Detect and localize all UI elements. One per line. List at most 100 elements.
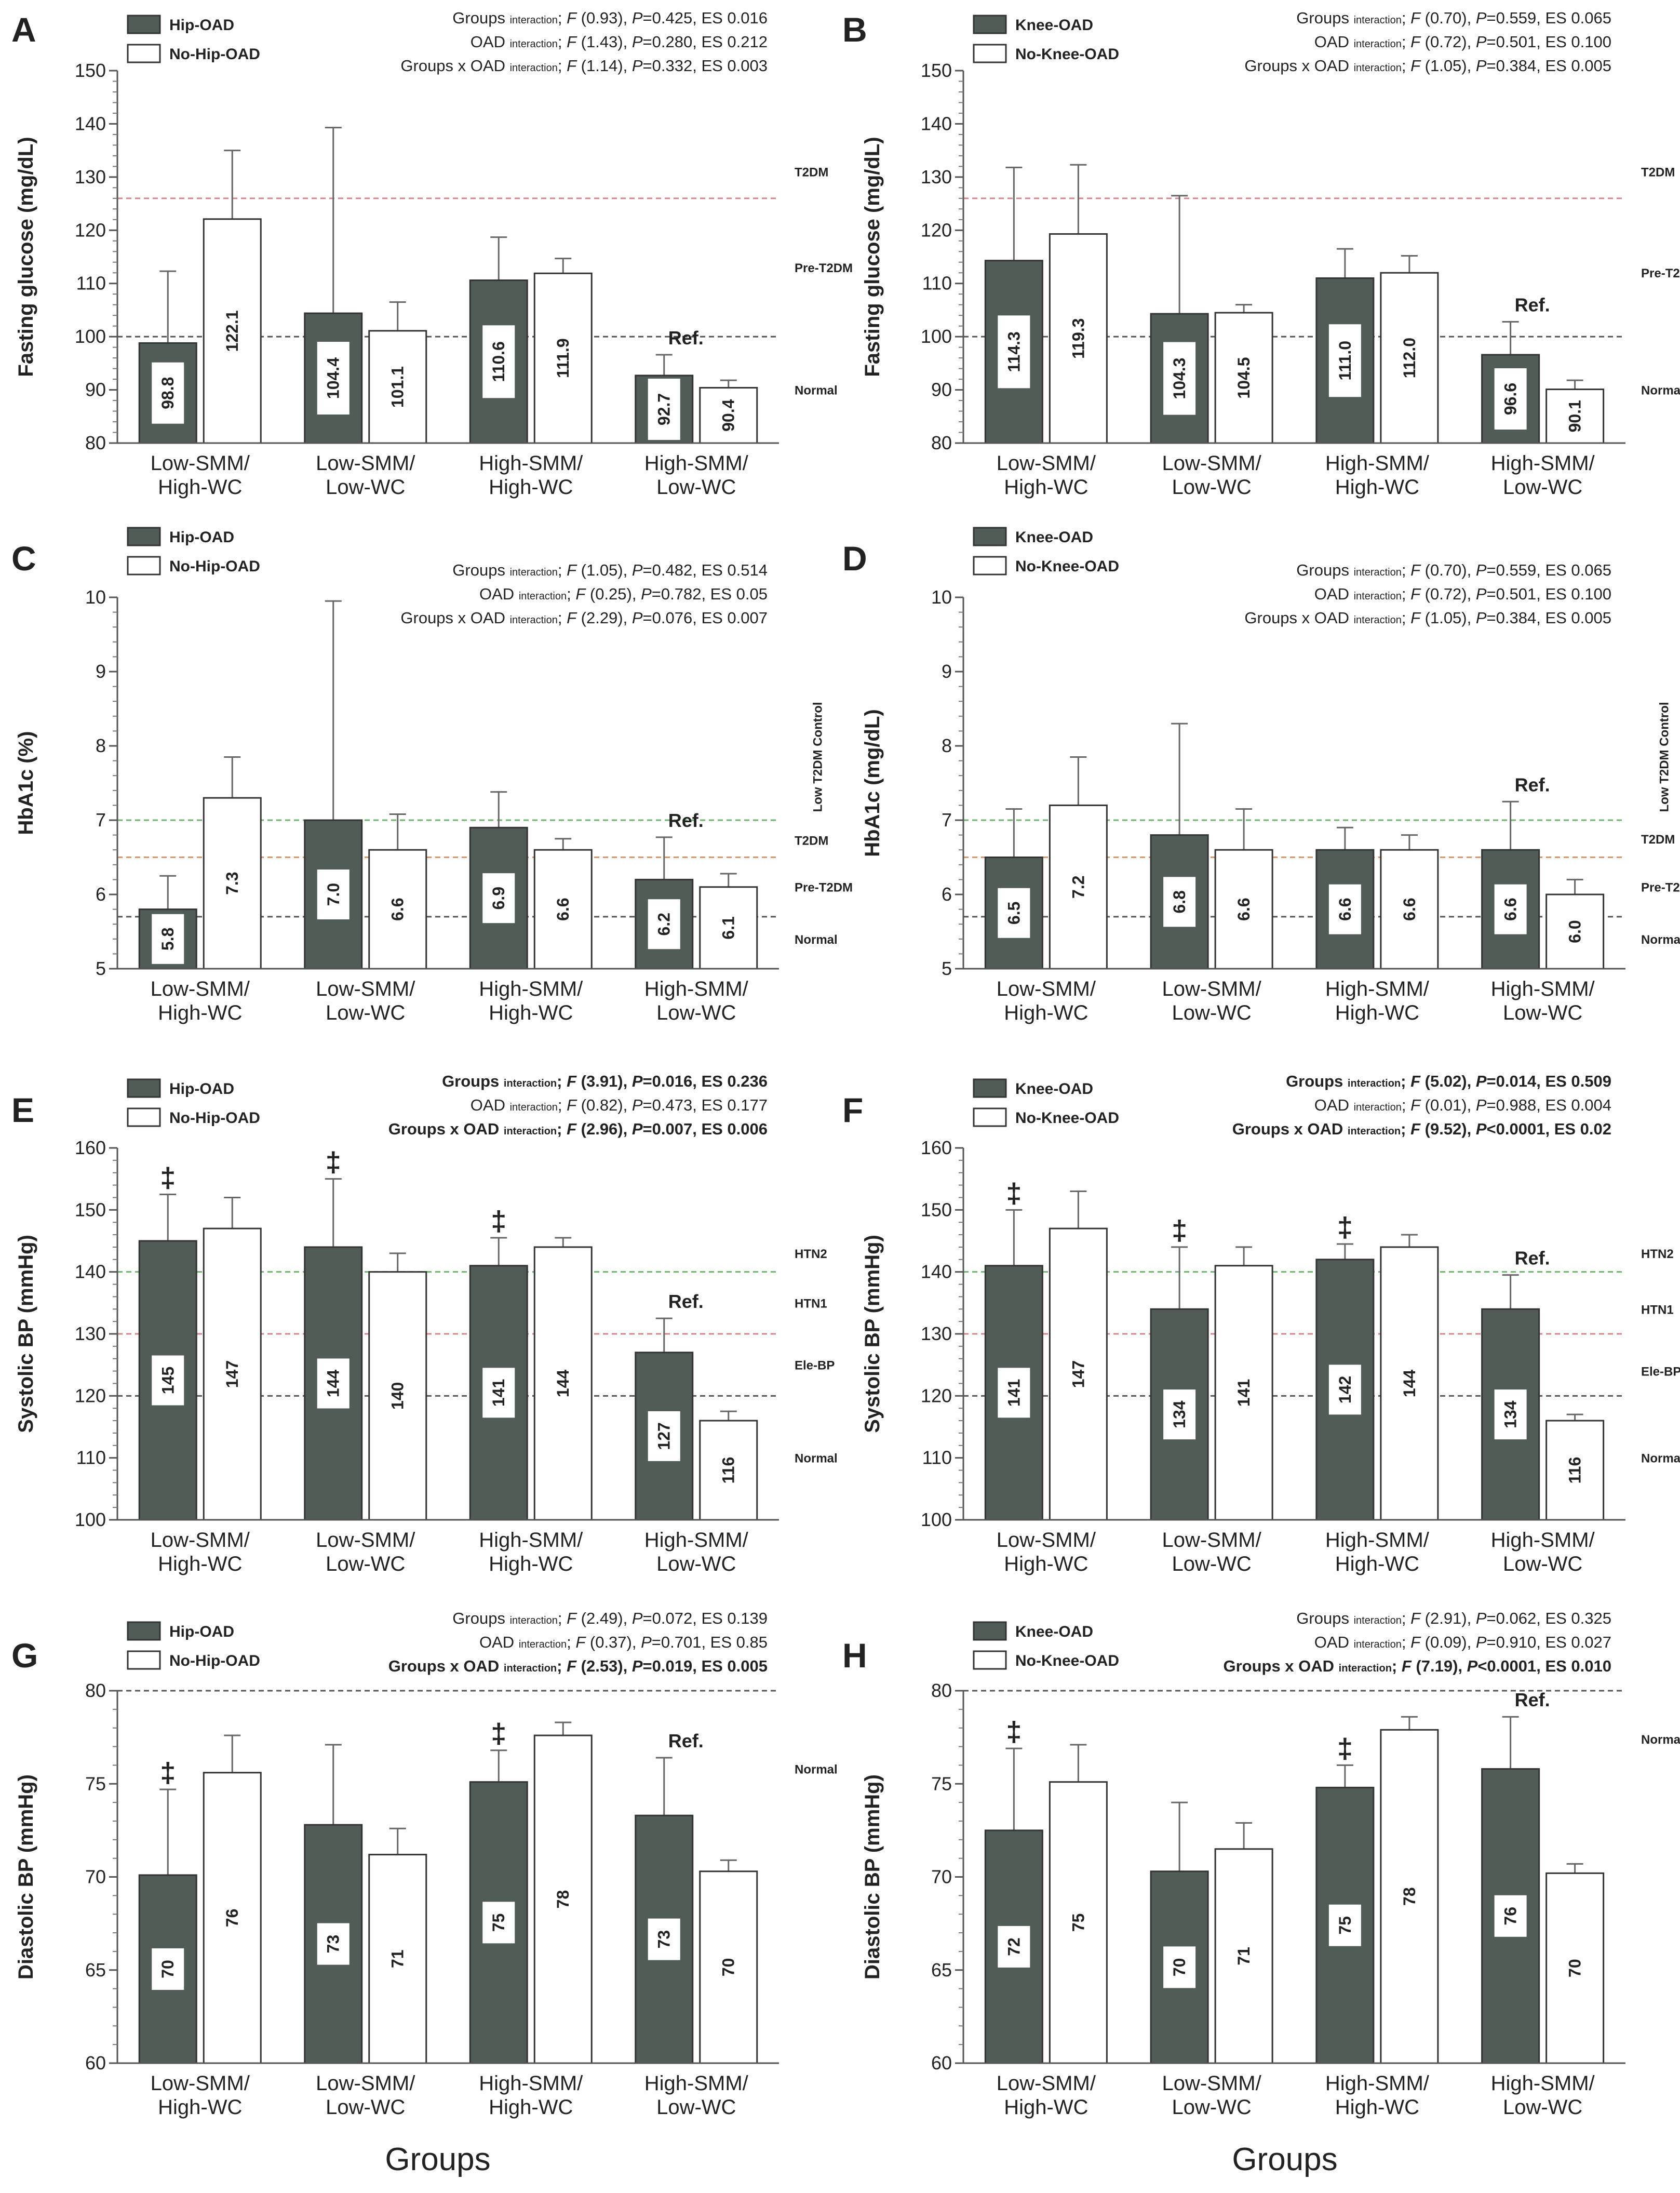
category-label: Low-SMM/ <box>316 2072 415 2095</box>
category-label: High-SMM/ <box>1325 452 1430 475</box>
panels-layer: A 98.8 122.1 Low-SMM/High-WC 104.4 101.1 Low-S… <box>11 9 1680 2119</box>
legend-swatch <box>127 1621 161 1641</box>
bar-no-oad <box>203 797 262 970</box>
reference-label: Ele-BP <box>795 1359 835 1373</box>
panel-letter: E <box>11 1091 34 1129</box>
reference-group-label: Ref. <box>668 1291 704 1312</box>
y-tick-label: 90 <box>85 379 106 400</box>
category-label: Low-WC <box>1503 476 1582 499</box>
x-axis-title-right: Groups <box>1232 2142 1337 2177</box>
bar-no-oad <box>699 886 758 970</box>
significance-dagger: ‡ <box>160 1162 176 1194</box>
bar-value-label: 70 <box>719 1958 738 1977</box>
bar-no-oad <box>1380 849 1439 970</box>
legend-label: No-Knee-OAD <box>1015 558 1119 575</box>
legend-label: Knee-OAD <box>1015 17 1093 34</box>
y-tick-label: 130 <box>921 1323 952 1344</box>
reference-group-label: Ref. <box>668 810 704 831</box>
legend-swatch <box>127 44 161 63</box>
category-label: High-WC <box>489 1001 573 1024</box>
y-tick-label: 80 <box>931 1680 952 1701</box>
reference-label: HTN2 <box>795 1247 827 1261</box>
bar-no-oad <box>699 386 758 444</box>
bar-value-label: 70 <box>1566 1959 1584 1977</box>
reference-label: T2DM <box>1641 166 1675 180</box>
reference-label: HTN2 <box>1641 1247 1674 1261</box>
legend-label: Hip-OAD <box>169 1623 234 1640</box>
category-label: High-WC <box>1004 1001 1088 1024</box>
stats-line: OAD interaction; F (0.09), P=0.910, ES 0… <box>1314 1633 1611 1651</box>
reference-label: Normal <box>1641 933 1680 947</box>
y-tick-label: 140 <box>921 1261 952 1282</box>
legend-label: Hip-OAD <box>169 17 234 34</box>
reference-label: Normal <box>1641 384 1680 398</box>
category-label: High-WC <box>1004 476 1088 499</box>
bar-label-box <box>1163 1389 1196 1440</box>
y-tick-label: 110 <box>76 273 106 294</box>
y-tick-label: 7 <box>96 809 106 831</box>
y-tick-label: 130 <box>75 166 106 188</box>
y-tick-label: 6 <box>942 884 952 905</box>
bar-no-oad <box>1214 1265 1273 1521</box>
category-label: Low-SMM/ <box>151 1529 250 1552</box>
category-label: High-SMM/ <box>644 978 749 1000</box>
legend-label: Knee-OAD <box>1015 529 1093 546</box>
panel-e: E 145 ‡ 147 Low-SMM/High-WC 144 ‡ 140 Low-SMM/Lo… <box>11 1072 838 1575</box>
bar-value-label: 76 <box>1501 1907 1520 1925</box>
stats-line: Groups interaction; F (3.91), P=0.016, E… <box>442 1072 768 1090</box>
category-label: High-WC <box>158 1553 242 1575</box>
category-label: Low-WC <box>656 1001 736 1024</box>
bar-label-box <box>1494 1389 1527 1440</box>
y-tick-label: 100 <box>75 1509 106 1530</box>
y-tick-label: 5 <box>942 958 952 979</box>
category-label: Low-WC <box>1503 1001 1582 1024</box>
stats-line: Groups x OAD interaction; F (1.05), P=0.… <box>1244 609 1611 627</box>
stats-line: Groups interaction; F (0.70), P=0.559, E… <box>1296 9 1611 27</box>
y-tick-label: 160 <box>921 1137 952 1158</box>
bar-value-label: 96.6 <box>1501 383 1520 415</box>
y-tick-label: 100 <box>921 1509 952 1530</box>
significance-dagger: ‡ <box>1337 1733 1353 1764</box>
reference-group-label: Ref. <box>668 327 704 349</box>
bar-value-label: 90.1 <box>1566 400 1584 432</box>
bar-value-label: 7.0 <box>324 883 343 906</box>
y-axis-title: Systolic BP (mmHg) <box>861 1235 884 1433</box>
reference-label: Pre-T2DM <box>1641 266 1680 280</box>
bar-value-label: 104.4 <box>324 357 343 399</box>
reference-label: T2DM <box>1641 833 1675 847</box>
legend-swatch <box>973 1621 1007 1641</box>
category-label: High-WC <box>1004 2096 1088 2119</box>
bar-label-box <box>482 873 515 924</box>
stats-line: Groups interaction; F (5.02), P=0.014, E… <box>1286 1072 1611 1090</box>
category-label: High-SMM/ <box>479 2072 583 2095</box>
category-label: Low-SMM/ <box>316 452 415 475</box>
bar-label-box <box>1163 877 1196 927</box>
bar-oad <box>1150 1308 1209 1521</box>
category-label: Low-WC <box>1172 1553 1251 1575</box>
category-label: Low-WC <box>326 1001 405 1024</box>
bar-value-label: 134 <box>1501 1400 1520 1428</box>
bar-oad <box>1315 277 1375 444</box>
y-tick-label: 120 <box>921 219 952 240</box>
legend-label: Hip-OAD <box>169 1080 234 1098</box>
category-label: Low-SMM/ <box>1162 978 1262 1000</box>
legend-swatch <box>973 556 1007 576</box>
bar-value-label: 6.6 <box>1400 898 1419 920</box>
bar-label-box <box>1328 884 1361 934</box>
stats-line: OAD interaction; F (0.01), P=0.988, ES 0… <box>1314 1096 1611 1114</box>
bar-no-oad <box>533 272 593 444</box>
bar-value-label: 70 <box>158 1960 177 1978</box>
bar-value-label: 141 <box>1004 1379 1023 1407</box>
bar-value-label: 72 <box>1004 1937 1023 1956</box>
legend-swatch <box>127 1650 161 1670</box>
bar-value-label: 75 <box>1069 1914 1087 1932</box>
reference-label: Normal <box>1641 1452 1680 1466</box>
panel-letter: H <box>842 1636 867 1675</box>
bar-no-oad <box>368 1271 427 1521</box>
panel-h: H 72 ‡ 75 Low-SMM/High-WC 70 71 Low-SMM/Low-WC 7… <box>842 1609 1680 2119</box>
bar-value-label: 6.1 <box>719 916 738 939</box>
legend-label: Knee-OAD <box>1015 1080 1093 1098</box>
bar-value-label: 98.8 <box>158 377 177 409</box>
category-label: Low-WC <box>656 1553 736 1575</box>
